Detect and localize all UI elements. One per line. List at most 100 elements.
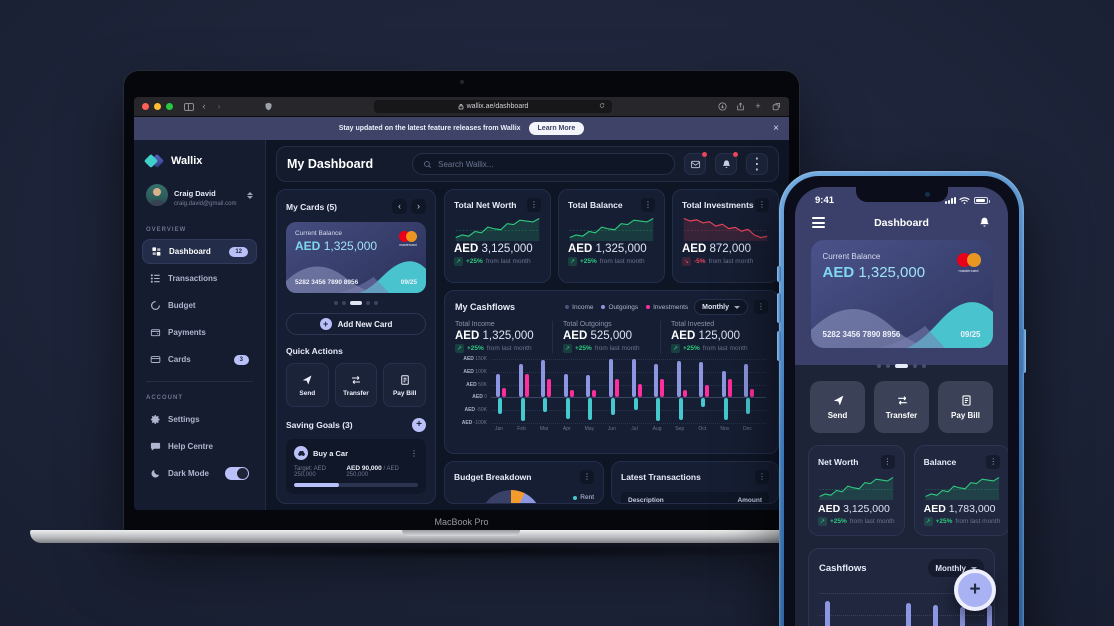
feature-banner: Stay updated on the latest feature relea… xyxy=(134,117,789,140)
menu-icon[interactable] xyxy=(812,217,825,228)
transactions-more-button[interactable]: ⋮ xyxy=(755,470,769,484)
chart-bar xyxy=(498,398,502,414)
sidebar-item-settings[interactable]: Settings xyxy=(142,407,257,432)
stat-more-button[interactable]: ⋮ xyxy=(880,455,895,469)
sidebar-item-dashboard[interactable]: Dashboard 12 xyxy=(142,239,257,264)
notifications-button[interactable] xyxy=(715,152,738,175)
goal-progress-value: AED 90,000 / AED 250,000 xyxy=(346,465,399,478)
goal-more-button[interactable]: ⋮ xyxy=(410,448,418,458)
chart-bar xyxy=(906,603,911,626)
refresh-icon[interactable] xyxy=(599,102,608,111)
pagination-dot[interactable] xyxy=(374,301,378,305)
x-axis-label: Sep xyxy=(675,426,685,432)
pagination-dot[interactable] xyxy=(342,301,346,305)
phone-page-title: Dashboard xyxy=(874,216,929,229)
legend-dot xyxy=(573,496,578,500)
saving-goals-title: Saving Goals (3) xyxy=(286,420,353,430)
legend-investments: Investments xyxy=(646,304,688,311)
saving-goal-item[interactable]: Buy a Car ⋮ Target: AED 250,000 AED 90,0… xyxy=(286,439,426,494)
pagination-dot[interactable] xyxy=(886,364,890,368)
chart-bar xyxy=(610,398,615,416)
send-button[interactable]: Send xyxy=(810,381,865,433)
chart-bar xyxy=(586,374,591,398)
transfer-button[interactable]: Transfer xyxy=(334,363,378,407)
chart-bar xyxy=(825,601,830,626)
dark-mode-toggle[interactable] xyxy=(225,467,249,480)
iphone-screen: 9:41 Dashboard xyxy=(795,187,1008,626)
banner-close-icon[interactable]: × xyxy=(773,123,779,134)
header-more-button[interactable]: ⋮ xyxy=(746,153,768,175)
transfer-button[interactable]: Transfer xyxy=(874,381,929,433)
phone-card-dots[interactable] xyxy=(795,364,1008,368)
pagination-dot[interactable] xyxy=(913,364,917,368)
forward-button[interactable]: › xyxy=(217,101,221,111)
cashflows-title: My Cashflows xyxy=(455,302,516,312)
minimize-window-button[interactable] xyxy=(154,103,161,110)
sidebar-item-cards[interactable]: Cards 3 xyxy=(142,347,257,372)
card-prev-button[interactable]: ‹ xyxy=(392,199,407,214)
chat-icon xyxy=(150,441,161,452)
pagination-dot[interactable] xyxy=(350,301,362,305)
phone-credit-card[interactable]: Current Balance AED 1,325,000 mastercard… xyxy=(810,240,993,348)
plus-icon: + xyxy=(319,318,332,330)
sidebar-toggle-icon[interactable] xyxy=(184,102,194,111)
budget-more-button[interactable]: ⋮ xyxy=(580,470,594,484)
chart-bar xyxy=(541,359,546,398)
card-next-button[interactable]: › xyxy=(411,199,426,214)
chart-bar xyxy=(520,398,525,422)
sidebar-item-dark-mode[interactable]: Dark Mode xyxy=(142,461,257,486)
pagination-dot[interactable] xyxy=(334,301,338,305)
trend-up-icon: ↗ xyxy=(455,344,464,353)
floating-add-button[interactable]: + xyxy=(954,569,996,611)
cashflows-more-button[interactable]: ⋮ xyxy=(754,300,768,314)
banner-text: Stay updated on the latest feature relea… xyxy=(338,125,521,132)
tab-overview-icon[interactable] xyxy=(771,102,781,112)
period-dropdown[interactable]: Monthly xyxy=(694,299,748,315)
card-number: 5282 3456 7890 8956 xyxy=(822,330,901,339)
stat-more-button[interactable]: ⋮ xyxy=(527,198,541,212)
card-pagination-dots[interactable] xyxy=(286,301,426,305)
add-new-card-button[interactable]: + Add New Card xyxy=(286,313,426,335)
url-bar[interactable]: wallix.ae/dashboard xyxy=(374,100,612,113)
new-tab-icon[interactable]: + xyxy=(755,101,761,111)
stat-more-button[interactable]: ⋮ xyxy=(755,198,769,212)
pagination-dot[interactable] xyxy=(877,364,881,368)
pagination-dot[interactable] xyxy=(922,364,926,368)
macbook-base xyxy=(30,530,892,543)
pay-bill-button[interactable]: Pay Bill xyxy=(938,381,993,433)
inbox-button[interactable] xyxy=(684,152,707,175)
share-icon[interactable] xyxy=(735,102,745,112)
cashflows-panel: My Cashflows Income Outgoings Investments … xyxy=(444,290,779,454)
pagination-dot[interactable] xyxy=(366,301,370,305)
send-button[interactable]: Send xyxy=(286,363,329,407)
user-menu[interactable]: Craig David craig.david@gmail.com xyxy=(142,181,257,209)
credit-card[interactable]: Current Balance AED 1,325,000 mastercard… xyxy=(286,222,426,293)
user-caret-icon[interactable] xyxy=(247,191,253,199)
stat-more-button[interactable]: ⋮ xyxy=(641,198,655,212)
phone-bell-icon[interactable] xyxy=(978,216,991,229)
change-note: from last month xyxy=(594,345,640,352)
count-badge: 3 xyxy=(233,354,249,365)
grid-icon xyxy=(151,246,162,257)
search-placeholder: Search Wallix... xyxy=(438,159,494,169)
pay-bill-button[interactable]: Pay Bill xyxy=(383,363,427,407)
sidebar-item-transactions[interactable]: Transactions xyxy=(142,266,257,291)
y-axis-tick: AED -50K xyxy=(464,407,487,414)
downloads-icon[interactable] xyxy=(717,102,727,112)
stat-more-button[interactable]: ⋮ xyxy=(986,455,1001,469)
shield-icon[interactable] xyxy=(263,102,273,112)
sidebar-item-payments[interactable]: Payments xyxy=(142,320,257,345)
learn-more-button[interactable]: Learn More xyxy=(528,122,585,135)
close-window-button[interactable] xyxy=(142,103,149,110)
sidebar-item-budget[interactable]: Budget xyxy=(142,293,257,318)
zoom-window-button[interactable] xyxy=(166,103,173,110)
stat-card-total-net-worth: Total Net Worth ⋮ AED 3,125,000 ↗ +25% from l… xyxy=(444,189,551,283)
gear-icon xyxy=(150,414,161,425)
add-goal-button[interactable]: + xyxy=(412,418,426,432)
card-balance-amount: AED 1,325,000 xyxy=(822,264,926,281)
sidebar-item-help-centre[interactable]: Help Centre xyxy=(142,434,257,459)
search-input[interactable]: Search Wallix... xyxy=(412,153,675,175)
card-icon xyxy=(150,354,161,365)
back-button[interactable]: ‹ xyxy=(202,101,206,111)
pagination-dot[interactable] xyxy=(895,364,908,368)
